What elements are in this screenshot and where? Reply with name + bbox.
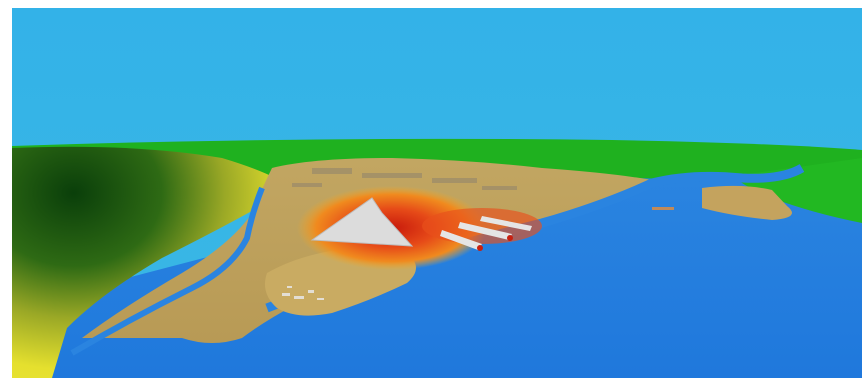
town-fabric xyxy=(292,168,517,190)
hill-terrain xyxy=(12,146,292,378)
offshore-marker xyxy=(652,207,674,210)
settlement-markers xyxy=(282,286,324,300)
left-channel xyxy=(70,186,265,356)
terrain-3d-icon xyxy=(12,8,862,378)
piers xyxy=(440,216,532,251)
terrain-viewport[interactable] xyxy=(12,8,862,378)
right-sandbar xyxy=(702,185,792,220)
harbour-structure xyxy=(310,197,414,247)
